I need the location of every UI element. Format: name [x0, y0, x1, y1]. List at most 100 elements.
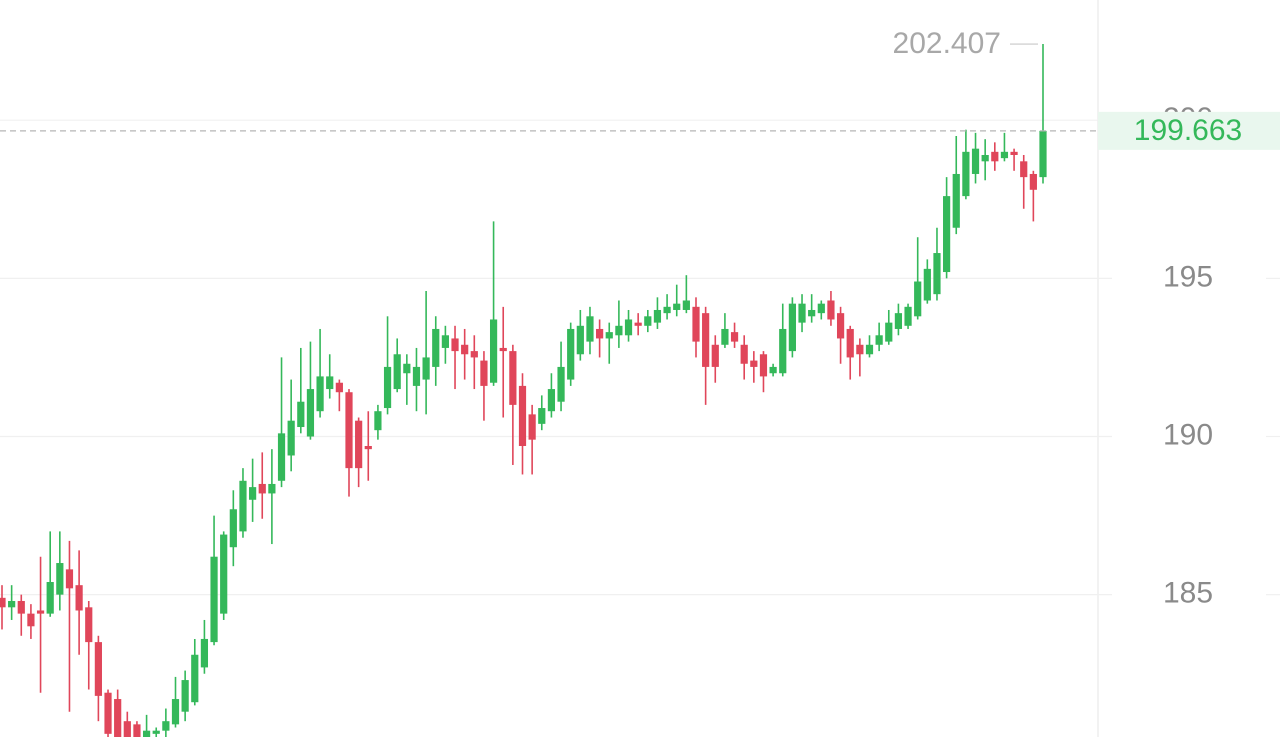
candle-body [981, 154, 989, 162]
candle-body [1029, 173, 1037, 190]
candle-body [0, 597, 6, 608]
candle-body [836, 313, 845, 339]
candle-body [740, 344, 748, 364]
candle-body [788, 303, 796, 352]
candle-body [345, 392, 353, 469]
candle-body [470, 351, 478, 358]
candle-body [779, 328, 787, 374]
y-tick-label: 185 [1163, 577, 1213, 610]
candle-body [422, 357, 430, 380]
candle-body [1020, 161, 1028, 178]
candle-body [605, 332, 613, 339]
candle-body [171, 699, 180, 725]
candle-body [914, 281, 922, 317]
candle-body [326, 376, 334, 390]
candle-body [162, 721, 170, 731]
candle-body [316, 376, 324, 412]
candle-body [412, 366, 421, 386]
candle-body [894, 313, 903, 329]
candle-body [114, 699, 122, 737]
candle-body [287, 420, 295, 456]
candle-body [46, 582, 54, 614]
candle-body [730, 332, 739, 342]
candle-body [104, 692, 112, 734]
candle-body [1039, 130, 1047, 178]
candle-body [538, 408, 546, 424]
candle-body [653, 309, 662, 323]
candle-body [8, 600, 16, 608]
candle-body [249, 487, 257, 500]
candle-body [673, 303, 681, 310]
candle-body [547, 389, 556, 412]
candle-body [856, 344, 864, 355]
candle-body [846, 328, 854, 358]
candle-body [711, 344, 719, 367]
candle-body [904, 306, 912, 326]
candle-body [142, 730, 151, 737]
candle-body [702, 313, 710, 367]
candle-body [489, 319, 498, 383]
candle-body [557, 366, 565, 402]
candle-body [759, 354, 768, 377]
candle-body [239, 480, 247, 532]
candle-body [355, 420, 363, 469]
candle-body [335, 382, 343, 393]
candle-body [692, 306, 700, 342]
candle-body [576, 325, 584, 355]
candle-body [615, 325, 623, 336]
candle-body [769, 366, 777, 374]
candle-body [297, 401, 305, 428]
candle-body [17, 600, 25, 614]
candle-body [991, 151, 999, 162]
candle-body [75, 585, 83, 611]
candle-body [36, 610, 45, 614]
candle-body [875, 335, 883, 345]
candle-body [210, 556, 218, 643]
candle-body [191, 654, 199, 703]
candle-body [518, 385, 527, 446]
last-price-label: 199.663 [1134, 114, 1242, 147]
candle-body [480, 360, 488, 386]
candle-body [509, 351, 517, 405]
candle-body [123, 721, 131, 737]
candle-body [586, 316, 594, 342]
y-tick-label: 195 [1163, 260, 1213, 293]
candle-body [152, 730, 160, 734]
candle-body [277, 433, 286, 481]
candle-body [634, 322, 642, 326]
candle-body [1010, 151, 1018, 155]
candle-body [952, 173, 960, 228]
candle-body [923, 268, 931, 301]
candle-body [229, 509, 237, 548]
candle-body [306, 389, 315, 437]
candle-body [808, 309, 816, 317]
candle-body [403, 363, 411, 374]
high-annotation: 202.407 [893, 27, 1001, 60]
candle-body [567, 328, 575, 380]
last-price-badge [1098, 111, 1280, 150]
candle-body [798, 303, 806, 323]
candle-body [943, 196, 951, 273]
candle-body [65, 569, 74, 589]
candle-body [528, 414, 536, 440]
candle-body [94, 642, 102, 696]
candle-body [682, 300, 690, 310]
candle-body [663, 306, 671, 314]
candle-body [461, 344, 469, 355]
candle-body [721, 328, 729, 345]
candle-body [383, 366, 392, 409]
candle-body [432, 328, 440, 367]
candle-body [181, 680, 189, 712]
candle-body [624, 319, 633, 336]
candle-body [364, 445, 372, 450]
candle-body [220, 534, 228, 614]
candle-body [451, 338, 459, 352]
candle-body [962, 151, 970, 197]
candle-body [933, 253, 941, 295]
candle-body [85, 607, 93, 643]
candle-body [200, 638, 209, 668]
candle-body [750, 360, 758, 367]
candle-body [1000, 151, 1009, 159]
